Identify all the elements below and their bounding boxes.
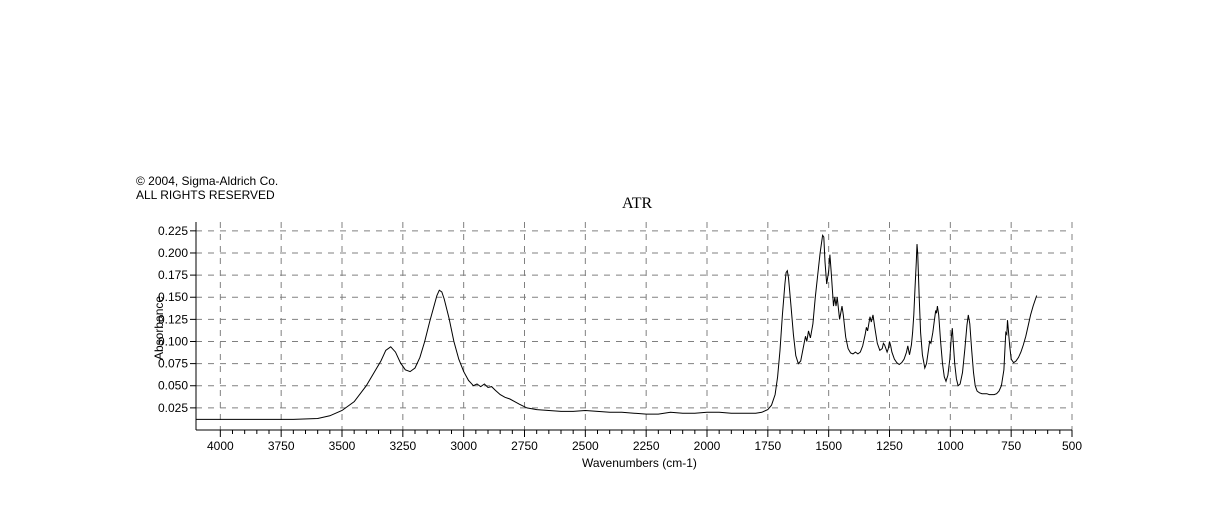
x-tick-label: 2500 <box>572 439 599 453</box>
x-tick-label: 1000 <box>937 439 964 453</box>
x-tick-label: 2000 <box>694 439 721 453</box>
x-tick-label: 3500 <box>329 439 356 453</box>
y-tick-label: 0.050 <box>158 379 188 393</box>
x-tick-label: 3250 <box>389 439 416 453</box>
x-tick-label: 3750 <box>268 439 295 453</box>
page: © 2004, Sigma-Aldrich Co. ALL RIGHTS RES… <box>0 0 1218 528</box>
y-axis-label: Absorbance <box>152 296 166 360</box>
x-ticks: 4000 3750 3500 3250 3000 2750 2500 2250 2000 1750… <box>207 430 1082 453</box>
x-tick-label: 3000 <box>450 439 477 453</box>
y-tick-label: 0.200 <box>158 246 188 260</box>
grid <box>196 222 1072 430</box>
x-tick-label: 2750 <box>511 439 538 453</box>
spectrum-chart: 4000 3750 3500 3250 3000 2750 2500 2250 2000 1750… <box>0 0 1218 528</box>
x-tick-label: 500 <box>1062 439 1082 453</box>
x-tick-label: 1250 <box>876 439 903 453</box>
x-tick-label: 750 <box>1001 439 1021 453</box>
spectrum-line <box>196 235 1037 419</box>
x-axis-label: Wavenumbers (cm-1) <box>582 456 697 470</box>
data-series <box>196 235 1037 419</box>
y-tick-label: 0.175 <box>158 268 188 282</box>
x-tick-label: 4000 <box>207 439 234 453</box>
x-tick-label: 1750 <box>754 439 781 453</box>
x-tick-label: 1500 <box>815 439 842 453</box>
y-tick-label: 0.225 <box>158 224 188 238</box>
x-tick-label: 2250 <box>633 439 660 453</box>
y-tick-label: 0.025 <box>158 401 188 415</box>
